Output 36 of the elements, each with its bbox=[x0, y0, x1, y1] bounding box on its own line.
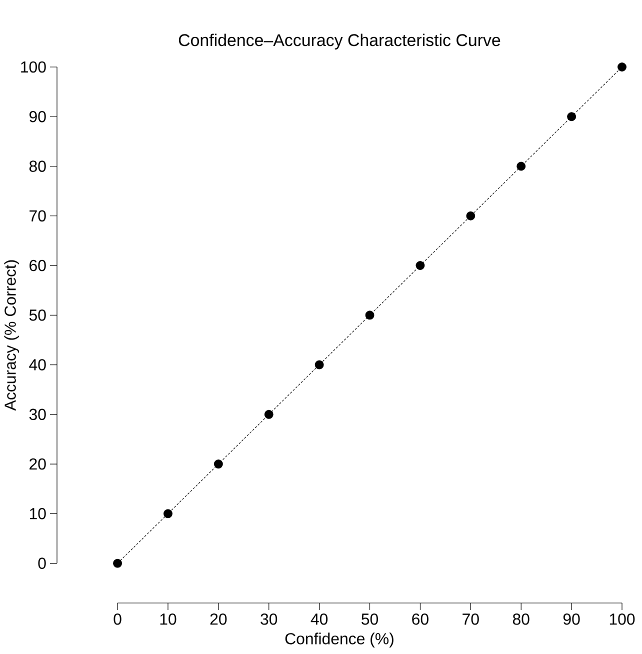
point bbox=[416, 261, 425, 270]
x-tick-label: 100 bbox=[610, 614, 635, 625]
point bbox=[314, 360, 324, 370]
point bbox=[516, 162, 526, 171]
point bbox=[618, 62, 626, 72]
point bbox=[365, 310, 374, 320]
point bbox=[264, 410, 274, 419]
point bbox=[567, 112, 576, 122]
y-tick-label: 50 bbox=[29, 310, 46, 321]
point bbox=[113, 558, 122, 568]
y-tick-label: 40 bbox=[29, 359, 46, 370]
x-tick-label: 30 bbox=[260, 614, 278, 625]
point bbox=[164, 509, 172, 518]
y-tick-label: 20 bbox=[30, 458, 46, 470]
y-tick-label: 10 bbox=[30, 508, 46, 520]
y-tick-label: 60 bbox=[30, 260, 46, 272]
x-tick-label: 80 bbox=[512, 614, 530, 625]
point bbox=[214, 460, 223, 469]
x-tick-label: 60 bbox=[412, 614, 428, 625]
x-tick-label: 10 bbox=[160, 614, 176, 625]
x-tick-label: 90 bbox=[563, 614, 580, 625]
x-tick-label: 40 bbox=[310, 614, 328, 625]
x-tick-label: 50 bbox=[362, 614, 378, 625]
x-tick-label: 0 bbox=[114, 614, 122, 625]
point bbox=[466, 211, 476, 220]
y-tick-label: 0 bbox=[38, 558, 46, 569]
y-axis-title: Accuracy (% Correct) bbox=[4, 260, 20, 411]
x-axis-title: Confidence (%) bbox=[285, 632, 394, 648]
y-tick-label: 30 bbox=[29, 408, 46, 420]
x-tick-label: 20 bbox=[210, 614, 227, 625]
y-tick-label: 80 bbox=[29, 160, 46, 172]
y-tick-label: 70 bbox=[30, 210, 46, 222]
chart-title: Confidence–Accuracy Characteristic Curve bbox=[178, 34, 500, 50]
y-tick-label: 100 bbox=[21, 61, 46, 73]
x-tick-label: 70 bbox=[462, 614, 479, 625]
y-tick-label: 90 bbox=[30, 110, 46, 122]
